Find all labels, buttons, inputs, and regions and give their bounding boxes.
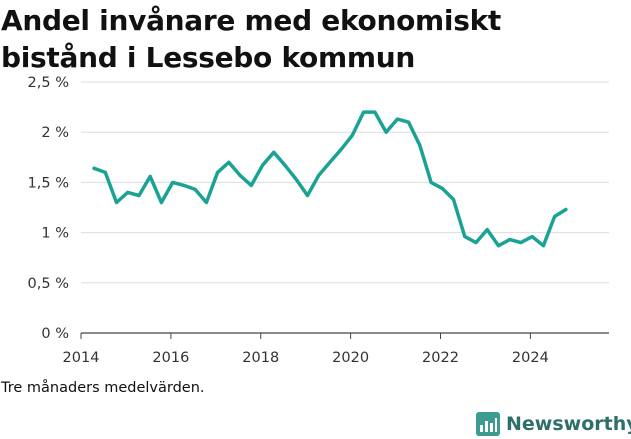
data-point (440, 186, 444, 190)
data-point (395, 117, 399, 121)
data-point (204, 200, 208, 204)
data-point (137, 193, 141, 197)
data-point (216, 170, 220, 174)
y-tick-label: 0 % (41, 326, 69, 342)
data-point (519, 241, 523, 245)
data-point (249, 183, 253, 187)
data-point (305, 193, 309, 197)
data-point (553, 215, 557, 219)
data-point (294, 177, 298, 181)
grid-lines (81, 81, 609, 284)
data-point (429, 180, 433, 184)
data-point (418, 143, 422, 147)
x-tick-label: 2016 (152, 350, 189, 366)
data-point (159, 200, 163, 204)
y-tick-label: 1 % (41, 226, 69, 242)
data-point (317, 173, 321, 177)
data-point (530, 235, 534, 239)
data-point (508, 238, 512, 242)
data-point (261, 163, 265, 167)
data-point (541, 244, 545, 248)
data-point (485, 228, 489, 232)
data-point (114, 200, 118, 204)
line-chart: 0 % 0,5 % 1 % 1,5 % 2 % 2,5 % 2014 2016 2018 202… (28, 75, 609, 366)
data-point (362, 110, 366, 114)
x-axis-ticks: 2014 2016 2018 2020 2022 2024 (63, 333, 549, 366)
data-point (171, 180, 175, 184)
data-point (272, 150, 276, 154)
data-point (182, 183, 186, 187)
data-point (126, 190, 130, 194)
data-point (463, 235, 467, 239)
chart-title: Andel invånare med ekonomiskt bistånd i … (1, 4, 502, 74)
data-point (328, 160, 332, 164)
x-tick-label: 2022 (422, 350, 459, 366)
x-tick-label: 2024 (512, 350, 549, 366)
data-point (373, 110, 377, 114)
y-tick-label: 0,5 % (28, 276, 69, 292)
data-point (103, 170, 107, 174)
series-group (92, 110, 568, 248)
data-point (564, 208, 568, 212)
chart-caption: Tre månaders medelvärden. (1, 380, 205, 396)
data-point (148, 174, 152, 178)
data-point (474, 241, 478, 245)
data-point (407, 120, 411, 124)
data-point (350, 133, 354, 137)
data-point (452, 197, 456, 201)
data-point (339, 147, 343, 151)
y-tick-label: 1,5 % (28, 175, 69, 191)
y-tick-label: 2,5 % (28, 75, 69, 91)
data-point (384, 130, 388, 134)
brand-name: Newsworthy (506, 413, 631, 435)
y-axis-tick-labels: 0 % 0,5 % 1 % 1,5 % 2 % 2,5 % (28, 75, 69, 342)
y-tick-label: 2 % (41, 125, 69, 141)
x-tick-label: 2020 (332, 350, 369, 366)
x-tick-label: 2014 (63, 350, 100, 366)
bar-chart-logo-icon (476, 412, 500, 436)
data-point (283, 163, 287, 167)
data-point (193, 187, 197, 191)
data-point (227, 160, 231, 164)
data-point (92, 166, 96, 170)
data-point (238, 173, 242, 177)
brand-logo: Newsworthy (476, 409, 631, 439)
x-tick-label: 2018 (242, 350, 279, 366)
data-point (496, 244, 500, 248)
